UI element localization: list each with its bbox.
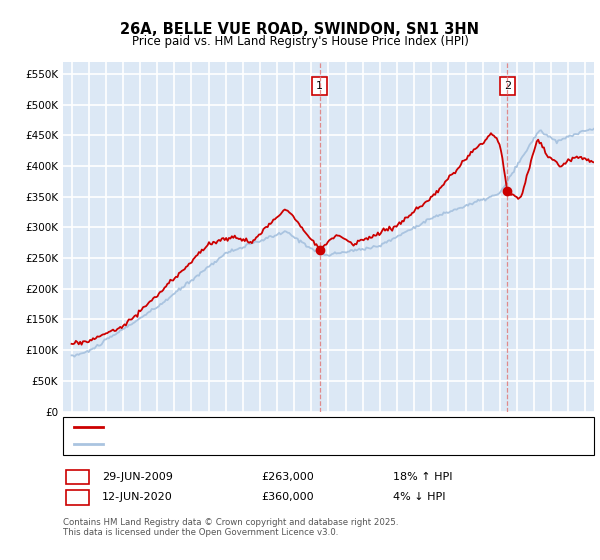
Text: 18% ↑ HPI: 18% ↑ HPI (393, 472, 452, 482)
Text: 29-JUN-2009: 29-JUN-2009 (102, 472, 173, 482)
Text: Contains HM Land Registry data © Crown copyright and database right 2025.
This d: Contains HM Land Registry data © Crown c… (63, 518, 398, 538)
Text: 1: 1 (316, 81, 323, 91)
Text: 2: 2 (504, 81, 511, 91)
Text: HPI: Average price, detached house, Swindon: HPI: Average price, detached house, Swin… (109, 439, 335, 449)
Text: £360,000: £360,000 (261, 492, 314, 502)
Text: 26A, BELLE VUE ROAD, SWINDON, SN1 3HN: 26A, BELLE VUE ROAD, SWINDON, SN1 3HN (121, 22, 479, 38)
Text: £263,000: £263,000 (261, 472, 314, 482)
Text: 26A, BELLE VUE ROAD, SWINDON, SN1 3HN (detached house): 26A, BELLE VUE ROAD, SWINDON, SN1 3HN (d… (109, 422, 418, 432)
Text: 12-JUN-2020: 12-JUN-2020 (102, 492, 173, 502)
Text: 2: 2 (74, 492, 81, 502)
Text: 1: 1 (74, 472, 81, 482)
Text: 4% ↓ HPI: 4% ↓ HPI (393, 492, 445, 502)
Text: Price paid vs. HM Land Registry's House Price Index (HPI): Price paid vs. HM Land Registry's House … (131, 35, 469, 48)
